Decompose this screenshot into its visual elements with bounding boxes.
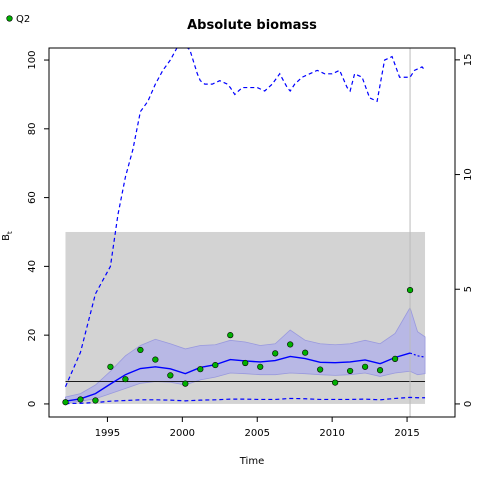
x-axis-label: Time (239, 456, 264, 467)
x-tick-label: 2010 (319, 428, 344, 439)
chart-title: Absolute biomass (187, 18, 317, 33)
plot-content (62, 48, 426, 417)
x-tick-label: 2015 (394, 428, 419, 439)
y2-tick-label: 10 (463, 168, 474, 181)
data-point-q2 (182, 380, 189, 387)
data-point-q2 (317, 366, 324, 373)
data-point-q2 (62, 399, 69, 406)
y-tick-label: 60 (27, 191, 38, 204)
data-point-q2 (227, 332, 234, 339)
y-tick-label: 100 (27, 50, 38, 69)
data-point-q2 (406, 287, 414, 294)
data-point-q2 (77, 396, 84, 403)
legend-marker-q2 (6, 15, 13, 22)
data-point-q2 (137, 346, 144, 354)
legend: Q2 (6, 14, 30, 25)
x-tick-label: 2005 (245, 428, 270, 439)
data-point-q2 (122, 376, 129, 383)
y-axis-label-subscript: t (6, 231, 14, 234)
data-point-q2 (152, 356, 159, 363)
x-tick-label: 1995 (95, 428, 120, 439)
data-point-q2 (167, 372, 174, 379)
plot-area (62, 48, 426, 417)
ci-upper-dashed-line (64, 48, 426, 387)
y-axis-label: Bt (1, 231, 14, 241)
data-point-q2 (92, 397, 99, 404)
plot-frame (48, 47, 456, 418)
y2-tick-label: 15 (463, 53, 474, 66)
data-point-q2 (257, 363, 264, 370)
x-tick-label: 2000 (170, 428, 195, 439)
y-tick-label: 20 (27, 329, 38, 342)
data-point-q2 (376, 367, 384, 374)
data-point-q2 (107, 363, 114, 370)
data-point-q2 (332, 379, 339, 386)
data-point-q2 (272, 350, 279, 357)
data-point-q2 (391, 355, 399, 362)
biomass-forecast-line (409, 352, 426, 358)
y-tick-label: 80 (27, 122, 38, 135)
legend-label-q2: Q2 (16, 14, 30, 25)
data-point-q2 (242, 359, 249, 367)
y2-tick-label: 0 (463, 401, 474, 407)
data-point-q2 (347, 367, 354, 375)
y-axis-label-main: B (1, 234, 12, 241)
biomass-estimate-line (65, 352, 411, 402)
data-point-q2 (197, 366, 204, 373)
y-tick-label: 0 (27, 401, 38, 407)
ci-band (65, 306, 426, 404)
data-point-q2 (287, 341, 294, 348)
data-point-q2 (212, 361, 219, 369)
y2-tick-label: 5 (463, 286, 474, 292)
axes: 1995 2000 2005 2010 2015 0 20 40 60 80 100 0 5 10 15 (27, 47, 474, 439)
data-point-q2 (302, 349, 309, 356)
y-tick-label: 40 (27, 260, 38, 273)
data-point-q2 (362, 363, 369, 370)
